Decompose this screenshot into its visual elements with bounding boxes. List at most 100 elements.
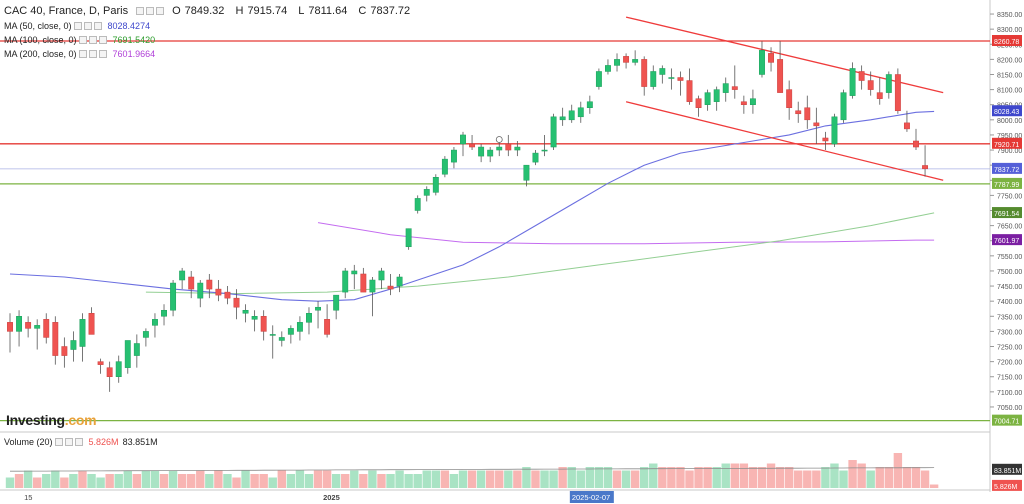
- volume-axis-tag-bg: [992, 463, 1022, 475]
- volume-bar-up: [395, 470, 404, 488]
- candle-down: [61, 346, 68, 356]
- candle-up: [532, 152, 539, 163]
- volume-bar-down: [929, 484, 939, 488]
- candle-down: [88, 313, 95, 335]
- candle-up: [478, 146, 485, 157]
- volume-bar-up: [223, 474, 232, 488]
- candle-up: [342, 270, 349, 293]
- volume-bar-up: [476, 470, 486, 488]
- volume-bar-down: [857, 463, 866, 488]
- volume-bar-down: [676, 467, 685, 488]
- candle-up: [161, 309, 167, 317]
- volume-bar-down: [250, 474, 259, 488]
- eye-toggle-icon[interactable]: [78, 50, 87, 58]
- candle-down: [867, 80, 874, 90]
- settings-icon[interactable]: [64, 438, 73, 446]
- eye-toggle-icon[interactable]: [78, 36, 87, 44]
- candle-up: [197, 282, 204, 299]
- volume-bar-up: [331, 474, 341, 488]
- close-icon[interactable]: [74, 438, 83, 446]
- volume-bar-down: [14, 474, 24, 488]
- candle-up: [460, 134, 466, 145]
- candle-up: [16, 316, 23, 332]
- volume-bar-up: [422, 470, 431, 488]
- eye-toggle-icon[interactable]: [136, 7, 145, 15]
- level-tag-label: 7787.99: [994, 182, 1019, 189]
- volume-bar-down: [812, 470, 821, 488]
- volume-bar-up: [621, 470, 631, 488]
- volume-bar-down: [884, 467, 894, 488]
- x-highlight-label: 2025-02-07: [572, 493, 610, 502]
- settings-icon[interactable]: [88, 36, 97, 44]
- candle-down: [387, 285, 394, 290]
- ma200-value: 7601.9664: [112, 49, 156, 59]
- volume-bar-up: [241, 470, 250, 488]
- volume-bar-down: [341, 474, 350, 488]
- eye-toggle-icon[interactable]: [54, 438, 63, 446]
- candle-down: [922, 165, 929, 170]
- candle-up: [586, 101, 593, 108]
- candle-up: [559, 116, 566, 121]
- y-tick-label: 7650.00: [997, 224, 1022, 231]
- y-tick-label: 8300.00: [997, 27, 1022, 34]
- volume-bar-down: [630, 470, 640, 488]
- investing-logo: Investing.com: [6, 412, 97, 428]
- y-tick-label: 8350.00: [997, 12, 1022, 19]
- volume-legend: Volume (20) 5.826M 83.851M: [4, 437, 158, 447]
- chart-legend: CAC 40, France, D, Paris O 7849.32 H 7915.…: [4, 4, 418, 61]
- settings-icon[interactable]: [88, 50, 97, 58]
- candle-up: [405, 228, 412, 248]
- y-tick-label: 7300.00: [997, 329, 1022, 336]
- candle-up: [142, 331, 149, 338]
- close-icon[interactable]: [93, 22, 102, 30]
- candle-up: [541, 149, 548, 152]
- settings-icon[interactable]: [83, 22, 92, 30]
- candle-up: [659, 68, 666, 75]
- volume-bar-down: [377, 474, 386, 488]
- level-tag-bg: [992, 137, 1022, 149]
- ma-tag-bg: [992, 234, 1022, 246]
- candle-down: [233, 297, 240, 308]
- level-tag-label: 7920.71: [994, 142, 1019, 149]
- open-value: 7849.32: [184, 5, 225, 17]
- volume-bar-up: [540, 470, 549, 488]
- volume-bar-down: [60, 477, 69, 488]
- volume-bar-up: [830, 463, 839, 488]
- candle-down: [641, 59, 648, 87]
- ma-tag-label: 7601.97: [994, 238, 1019, 245]
- volume-bar-down: [794, 470, 803, 488]
- volume-bar-down: [920, 470, 930, 488]
- volume-marker-tag-bg: [992, 479, 1022, 491]
- volume-bar-up: [168, 470, 178, 488]
- candle-up: [605, 65, 611, 72]
- volume-bar-down: [467, 470, 477, 488]
- volume-bar-up: [141, 470, 151, 488]
- y-tick-label: 7200.00: [997, 360, 1022, 367]
- volume-bar-down: [558, 467, 567, 488]
- y-tick-label: 7900.00: [997, 148, 1022, 155]
- candle-up: [115, 361, 122, 377]
- volume-bar-up: [866, 470, 875, 488]
- close-icon[interactable]: [98, 50, 107, 58]
- volume-bar-up: [594, 467, 604, 488]
- candle-up: [632, 59, 639, 63]
- candle-down: [623, 56, 630, 63]
- candle-up: [351, 270, 358, 275]
- candle-up: [124, 340, 131, 368]
- candle-up: [170, 282, 177, 311]
- close-icon[interactable]: [156, 7, 165, 15]
- candle-down: [894, 74, 901, 112]
- candle-up: [840, 92, 847, 121]
- candle-down: [360, 273, 367, 293]
- candle-down: [903, 122, 910, 130]
- close-icon[interactable]: [98, 36, 107, 44]
- volume-bar-up: [123, 470, 132, 488]
- candle-up: [287, 328, 294, 335]
- settings-icon[interactable]: [146, 7, 155, 15]
- ma100-value: 7691.5420: [112, 35, 156, 45]
- candle-up: [668, 77, 675, 79]
- eye-toggle-icon[interactable]: [73, 22, 82, 30]
- volume-bar-down: [757, 467, 767, 488]
- volume-ma-line: [10, 467, 935, 472]
